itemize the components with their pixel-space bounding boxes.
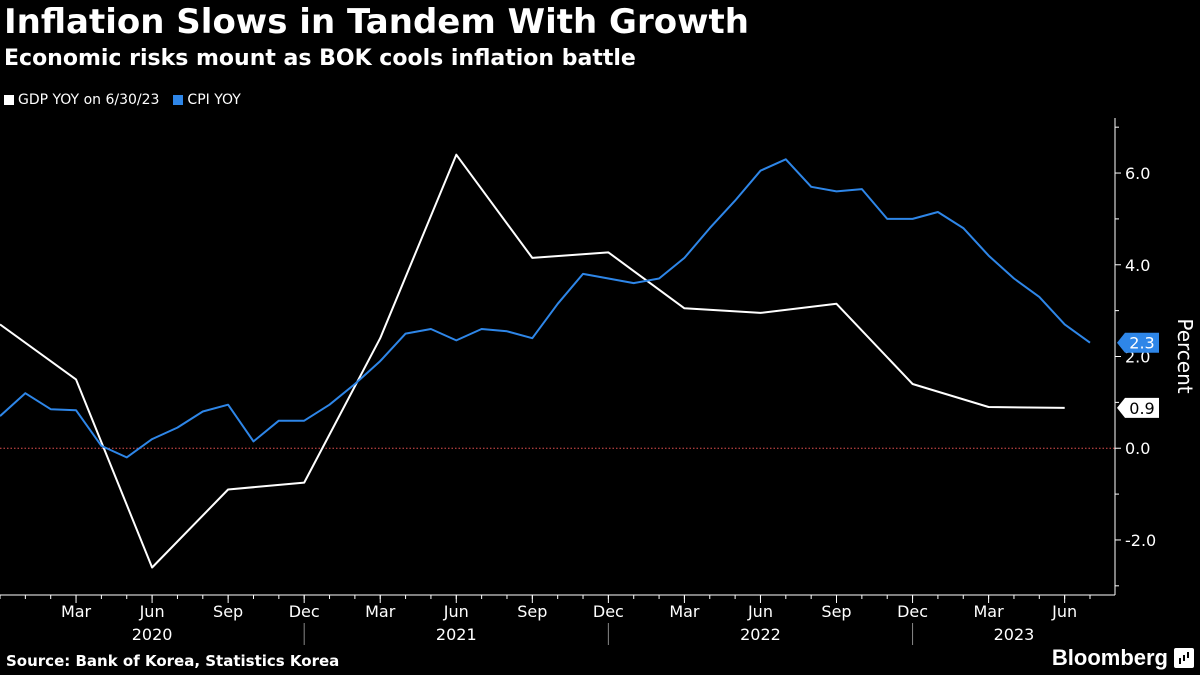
legend-swatch-gdp	[4, 95, 14, 105]
legend-item-cpi: CPI YOY	[173, 92, 241, 108]
x-tick-label: Mar	[974, 602, 1005, 621]
chart-badge-icon	[1174, 648, 1194, 668]
x-tick-label: Jun	[747, 602, 773, 621]
series-layer	[0, 153, 1091, 569]
end-labels: 0.9 2.3	[1117, 332, 1159, 418]
gdp-end-label: 0.9	[1129, 399, 1154, 418]
y-tick-label: -2.0	[1125, 531, 1156, 550]
x-tick-label: Sep	[213, 602, 243, 621]
y-axis-title: Percent	[1173, 318, 1197, 393]
x-tick-label: Dec	[289, 602, 320, 621]
x-tick-label: Sep	[821, 602, 851, 621]
cpi-series-line	[0, 158, 1091, 459]
x-tick-label: Jun	[443, 602, 469, 621]
x-tick-label: Mar	[61, 602, 92, 621]
gdp-series-line	[0, 153, 1065, 569]
x-year-label: 2020	[132, 625, 173, 644]
source-note: Source: Bank of Korea, Statistics Korea	[6, 652, 340, 670]
cpi-end-label: 2.3	[1129, 334, 1154, 353]
legend-swatch-cpi	[173, 95, 184, 105]
legend-item-gdp: GDP YOY on 6/30/23	[4, 92, 159, 108]
x-year-label: 2022	[740, 625, 781, 644]
y-tick-label: 4.0	[1125, 256, 1150, 275]
y-tick-label: 6.0	[1125, 164, 1150, 183]
x-tick-label: Mar	[669, 602, 700, 621]
x-year-label: 2023	[994, 625, 1035, 644]
gdp-end-badge	[1117, 397, 1159, 418]
x-tick-label: Sep	[517, 602, 547, 621]
legend-label-gdp: GDP YOY on 6/30/23	[18, 92, 160, 108]
legend-label-cpi: CPI YOY	[187, 92, 241, 108]
chart-title: Inflation Slows in Tandem With Growth	[4, 2, 749, 42]
y-tick-label: 0.0	[1125, 439, 1150, 458]
x-tick-label: Jun	[139, 602, 165, 621]
legend: GDP YOY on 6/30/23 CPI YOY	[4, 92, 241, 108]
x-tick-label: Mar	[365, 602, 396, 621]
x-year-label: 2021	[436, 625, 477, 644]
bloomberg-logo: Bloomberg	[1051, 645, 1168, 670]
x-tick-label: Jun	[1051, 602, 1077, 621]
cpi-end-badge	[1117, 332, 1159, 353]
chart-subtitle: Economic risks mount as BOK cools inflat…	[4, 46, 636, 71]
x-tick-label: Dec	[593, 602, 624, 621]
x-tick-label: Dec	[897, 602, 928, 621]
